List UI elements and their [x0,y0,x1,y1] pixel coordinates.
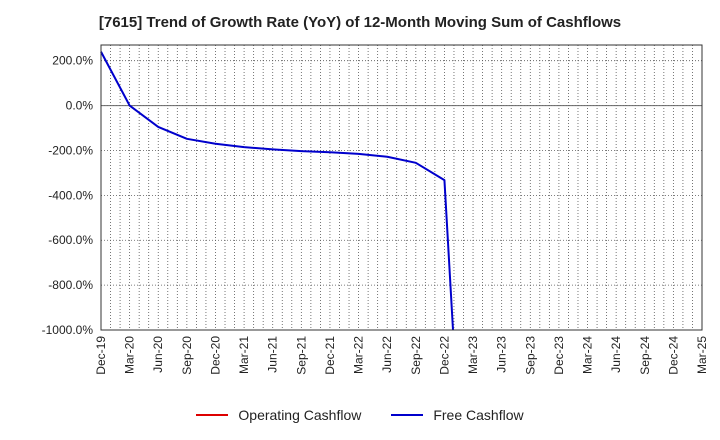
x-tick-label: Dec-23 [552,336,566,375]
x-tick-label: Jun-22 [380,336,394,373]
axis-layer [100,44,703,331]
x-tick-label: Mar-24 [581,336,595,374]
series-layer [100,51,455,331]
x-tick-label: Dec-22 [437,336,451,375]
y-tick-label: 0.0% [66,99,94,113]
y-tick-label: -1000.0% [42,323,94,337]
series-line-free-cashflow [100,51,455,331]
tick-layer: 200.0% 0.0% -200.0% -400.0% -600.0% -800.0% -1… [42,54,709,375]
x-tick-label: Mar-20 [123,336,137,374]
x-tick-label: Mar-22 [352,336,366,374]
x-tick-label: Dec-21 [323,336,337,375]
plot-frame [100,44,703,331]
x-tick-label: Mar-23 [466,336,480,374]
legend-label-free-cashflow: Free Cashflow [433,407,524,423]
chart-title: [7615] Trend of Growth Rate (YoY) of 12-… [98,14,622,31]
x-tick-label: Jun-23 [495,336,509,373]
x-tick-label: Jun-20 [151,336,165,373]
x-tick-label: Mar-21 [237,336,251,374]
legend-swatch-free-cashflow [391,414,424,416]
legend-item-operating-cashflow: Operating Cashflow [196,407,361,423]
x-tick-label: Sep-22 [409,336,423,375]
x-tick-label: Sep-21 [294,336,308,375]
y-tick-label: 200.0% [52,54,93,68]
x-tick-label: Sep-23 [523,336,537,375]
legend-item-free-cashflow: Free Cashflow [391,407,524,423]
x-tick-label: Jun-24 [609,336,623,373]
grid-layer [101,45,702,331]
x-tick-label: Mar-25 [695,336,709,374]
y-tick-label: -400.0% [48,188,93,202]
legend-label-operating-cashflow: Operating Cashflow [238,407,362,423]
x-tick-label: Dec-19 [94,336,108,375]
x-tick-label: Dec-24 [666,336,680,375]
y-tick-label: -200.0% [48,143,93,157]
x-tick-label: Dec-20 [208,336,222,375]
x-tick-label: Sep-20 [180,336,194,375]
y-tick-label: -800.0% [48,278,93,292]
y-tick-label: -600.0% [48,233,93,247]
x-tick-label: Jun-21 [266,336,280,373]
legend-swatch-operating-cashflow [196,414,229,416]
x-tick-label: Sep-24 [638,336,652,375]
legend: Operating Cashflow Free Cashflow [0,403,720,427]
